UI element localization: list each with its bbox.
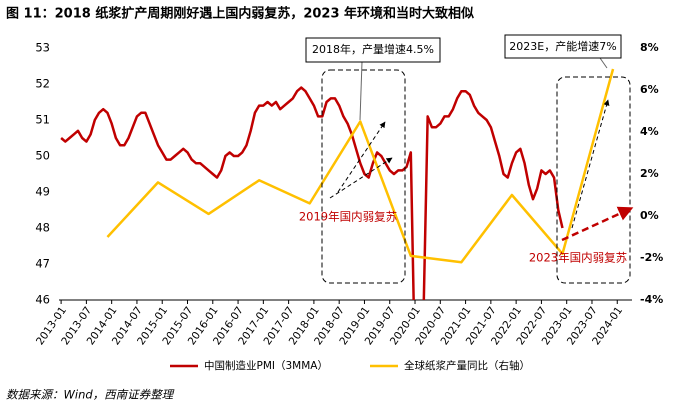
arrow <box>337 121 386 193</box>
y2-tick-label: 4% <box>640 125 659 138</box>
y-tick-label: 47 <box>35 257 50 271</box>
highlight-box <box>321 69 406 284</box>
legend-label: 中国制造业PMI（3MMA） <box>204 359 328 372</box>
arrow <box>571 99 610 229</box>
arrow <box>561 206 634 242</box>
y-tick-label: 49 <box>35 185 50 199</box>
y2-tick-label: 8% <box>640 41 659 54</box>
annotation-box <box>305 37 441 63</box>
y-tick-label: 51 <box>35 113 50 127</box>
y-tick-label: 53 <box>35 41 50 55</box>
arrow <box>329 157 393 199</box>
series-line <box>60 86 564 300</box>
annotation: 2018年，产量增速4.5% <box>312 42 434 56</box>
source-note: 数据来源：Wind，西南证券整理 <box>6 388 175 402</box>
y2-tick-label: -2% <box>640 251 663 264</box>
y2-tick-label: -4% <box>640 293 663 306</box>
y-tick-label: 50 <box>35 149 50 163</box>
y2-tick-label: 6% <box>640 83 659 96</box>
y2-tick-label: 0% <box>640 209 659 222</box>
highlight-box <box>556 76 631 284</box>
callout-line <box>599 57 608 69</box>
annotation-box <box>504 34 622 59</box>
y-tick-label: 52 <box>35 77 50 91</box>
y-tick-label: 46 <box>35 293 50 307</box>
series-line <box>106 68 615 264</box>
legend-label: 全球纸浆产量同比（右轴） <box>404 359 530 372</box>
y-tick-label: 48 <box>35 221 50 235</box>
annotation: 2023年国内弱复苏 <box>529 251 627 265</box>
y2-tick-label: 2% <box>640 167 659 180</box>
annotation: 2019年国内弱复苏 <box>299 210 397 224</box>
callout-line <box>359 61 363 121</box>
annotation: 2023E，产能增速7% <box>509 39 616 53</box>
chart-title: 图 11：2018 纸浆扩产周期刚好遇上国内弱复苏，2023 年环境和当时大致相… <box>6 6 474 22</box>
